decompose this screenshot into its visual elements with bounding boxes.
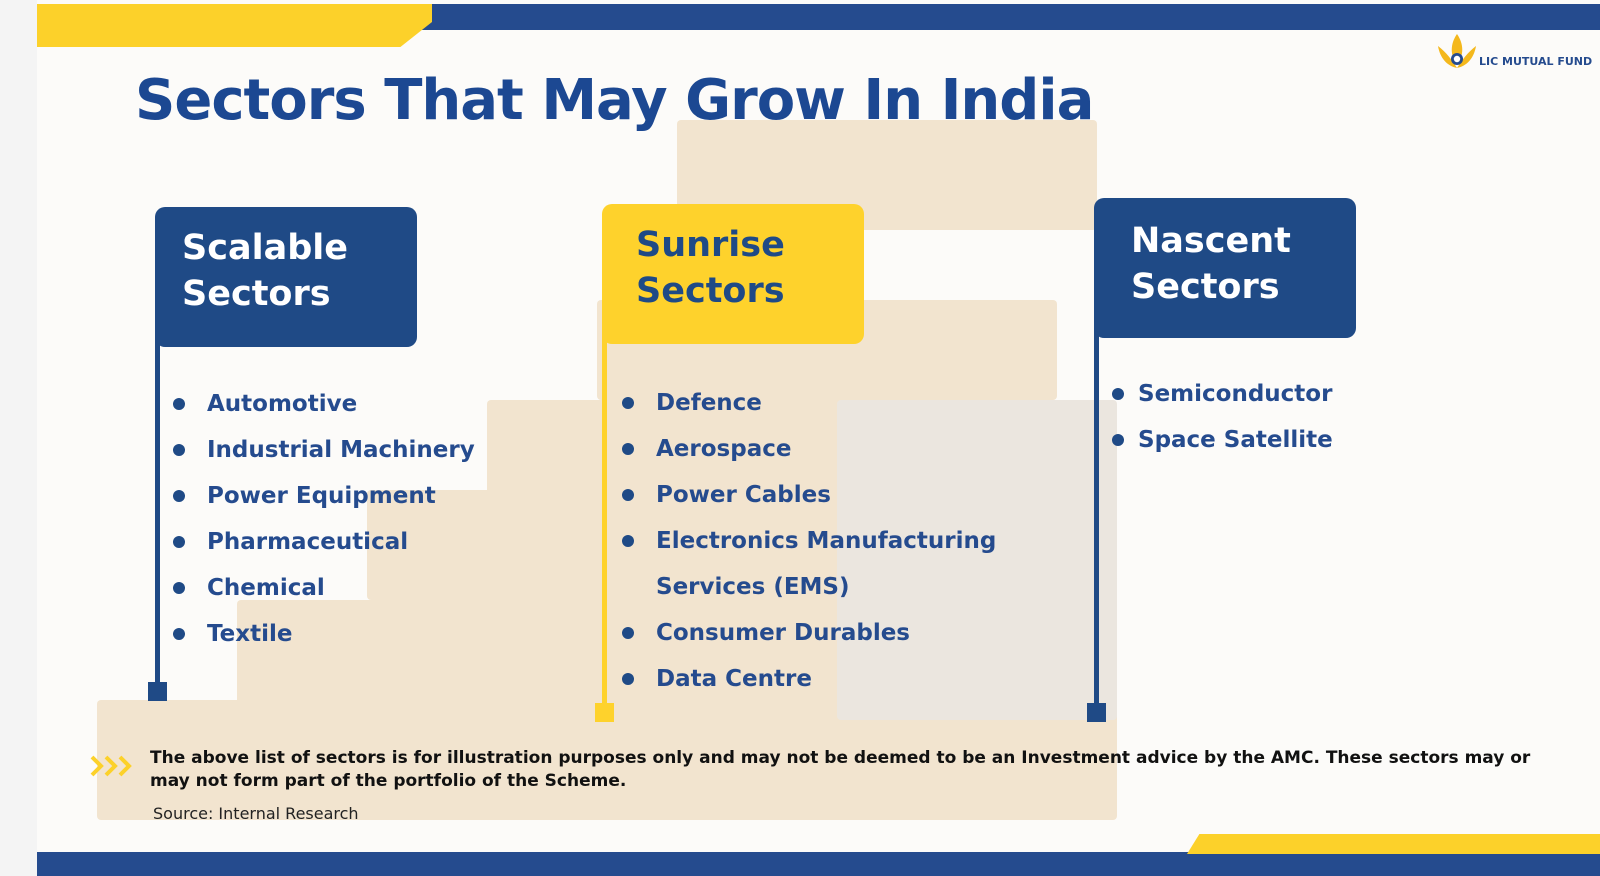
- connector-line: [602, 330, 607, 706]
- item-label: Automotive: [207, 391, 358, 417]
- item-label: Defence: [656, 390, 762, 416]
- bullet-icon: [622, 627, 634, 639]
- item-label: Chemical: [207, 575, 325, 601]
- item-label: Pharmaceutical: [207, 529, 409, 555]
- item-label: Consumer Durables: [656, 620, 910, 646]
- lotus-icon: [1438, 34, 1476, 68]
- bullet-icon: [622, 397, 634, 409]
- header-line: Sectors: [636, 271, 785, 311]
- nascent-sectors-header: Nascent Sectors: [1094, 198, 1356, 338]
- item-label: Textile: [207, 621, 293, 647]
- connector-line: [155, 330, 160, 685]
- bottom-accent: [1187, 834, 1600, 854]
- slide: LIC MUTUAL FUND Sectors That May Grow In…: [37, 0, 1600, 876]
- chevrons-icon: [90, 755, 132, 777]
- item-label: Electronics Manufacturing: [656, 528, 997, 554]
- item-label: Semiconductor: [1138, 381, 1333, 407]
- bullet-icon: [173, 398, 185, 410]
- bullet-icon: [173, 582, 185, 594]
- item-label: Power Cables: [656, 482, 831, 508]
- bottom-bar: [37, 852, 1600, 876]
- bullet-icon: [173, 536, 185, 548]
- nascent-sectors-list: Semiconductor Space Satellite: [1112, 371, 1333, 463]
- background-block: [837, 400, 1117, 720]
- item-label: Industrial Machinery: [207, 437, 475, 463]
- header-line: Sectors: [1131, 267, 1280, 307]
- logo-text: LIC MUTUAL FUND: [1479, 55, 1593, 68]
- item-label: Space Satellite: [1138, 427, 1333, 453]
- list-item: Data Centre: [622, 656, 996, 702]
- source-note: Source: Internal Research: [153, 804, 359, 823]
- bullet-icon: [173, 490, 185, 502]
- item-label: Aerospace: [656, 436, 792, 462]
- bullet-icon: [173, 628, 185, 640]
- item-label: Services (EMS): [656, 574, 850, 600]
- list-item: Power Equipment: [173, 473, 475, 519]
- list-item: Power Cables: [622, 472, 996, 518]
- connector-end: [595, 703, 614, 722]
- sunrise-sectors-list: Defence Aerospace Power Cables Electroni…: [622, 380, 996, 702]
- header-line: Nascent: [1131, 221, 1291, 261]
- list-item: Defence: [622, 380, 996, 426]
- scalable-sectors-list: Automotive Industrial Machinery Power Eq…: [173, 381, 475, 657]
- bullet-icon: [1112, 388, 1124, 400]
- connector-end: [148, 682, 167, 701]
- item-label: Data Centre: [656, 666, 812, 692]
- header-line: Sectors: [182, 274, 331, 314]
- scalable-sectors-header: Scalable Sectors: [155, 207, 417, 347]
- list-item: Electronics Manufacturing: [622, 518, 996, 564]
- list-item: Semiconductor: [1112, 371, 1333, 417]
- connector-end: [1087, 703, 1106, 722]
- list-item: Aerospace: [622, 426, 996, 472]
- list-item: Textile: [173, 611, 475, 657]
- list-item: Chemical: [173, 565, 475, 611]
- sunrise-sectors-header: Sunrise Sectors: [602, 204, 864, 344]
- connector-line: [1094, 325, 1099, 710]
- list-item: Consumer Durables: [622, 610, 996, 656]
- brand-logo: LIC MUTUAL FUND: [1432, 30, 1592, 80]
- list-item: Pharmaceutical: [173, 519, 475, 565]
- bullet-icon: [1112, 434, 1124, 446]
- header-line: Sunrise: [636, 225, 785, 265]
- disclaimer-text: The above list of sectors is for illustr…: [150, 748, 1531, 791]
- list-item: Industrial Machinery: [173, 427, 475, 473]
- item-label: Power Equipment: [207, 483, 436, 509]
- bullet-icon: [622, 673, 634, 685]
- list-item: Space Satellite: [1112, 417, 1333, 463]
- header-line: Scalable: [182, 228, 348, 268]
- list-item: Automotive: [173, 381, 475, 427]
- bullet-icon: [173, 444, 185, 456]
- top-accent: [37, 4, 432, 47]
- bullet-icon: [622, 489, 634, 501]
- bullet-icon: [622, 535, 634, 547]
- page-title: Sectors That May Grow In India: [135, 68, 1094, 133]
- list-item-continuation: Services (EMS): [622, 564, 996, 610]
- bullet-icon: [622, 443, 634, 455]
